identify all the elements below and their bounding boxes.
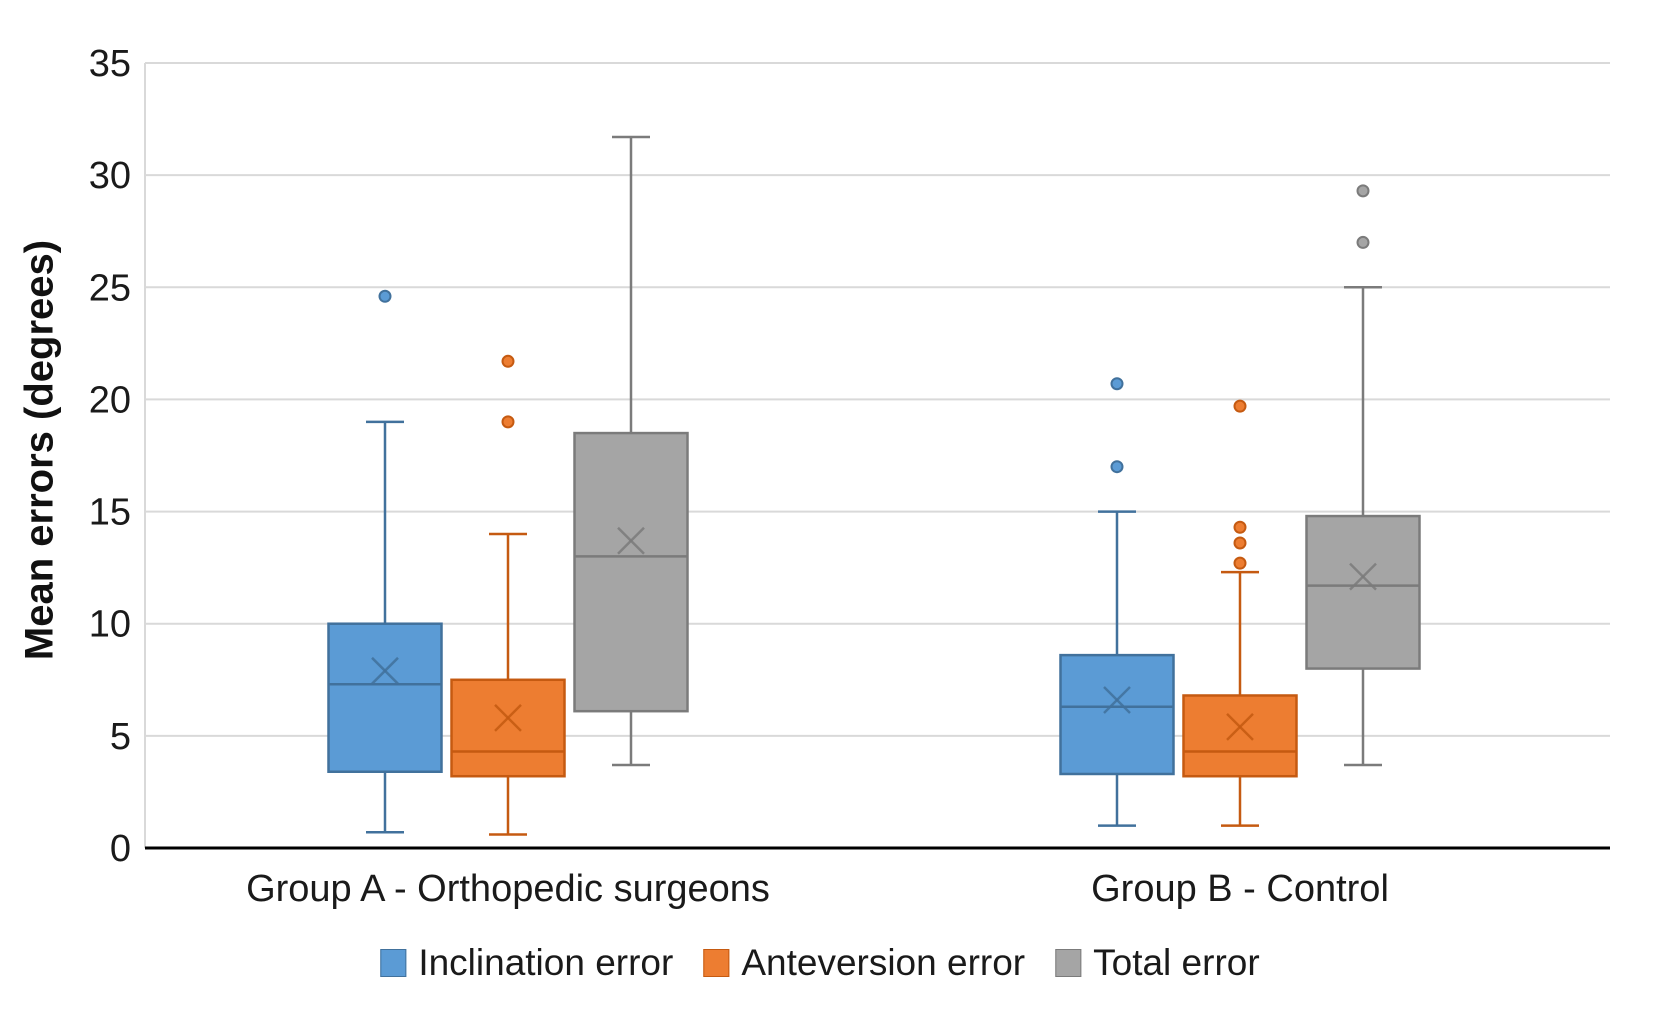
total-swatch-icon [1055,949,1082,977]
y-tick-label: 20 [89,379,131,421]
box [450,678,566,778]
legend-item-total: Total error [1055,942,1260,984]
box [573,431,689,713]
category-label-group-a: Group A - Orthopedic surgeons [246,868,770,910]
inclination-swatch-icon [380,949,407,977]
outlier-dot [1356,235,1370,249]
legend-item-anteversion: Anteversion error [703,942,1025,984]
outlier-dot [1110,460,1124,474]
y-tick-label: 15 [89,492,131,534]
outlier-dot [1233,520,1247,534]
outlier-dot [1110,377,1124,391]
y-tick-label: 30 [89,155,131,197]
outlier-dot [378,289,392,303]
mean-marker [494,704,522,732]
legend-item-inclination: Inclination error [380,942,673,984]
box [1305,514,1421,670]
mean-marker [1103,686,1131,714]
outlier-dot [1233,399,1247,413]
outlier-dot [501,354,515,368]
outlier-dot [1233,556,1247,570]
y-tick-label: 35 [89,43,131,85]
y-tick-label: 25 [89,267,131,309]
y-tick-label: 0 [110,828,131,870]
legend-label-total: Total error [1093,942,1260,983]
outlier-dot [501,415,515,429]
y-tick-label: 10 [89,604,131,646]
mean-marker [371,656,399,685]
anteversion-swatch-icon [703,949,730,977]
mean-marker [617,526,645,555]
outlier-dot [1233,536,1247,550]
legend: Inclination error Anteversion error Tota… [380,942,1260,984]
box [1182,694,1298,778]
mean-marker [1349,562,1377,591]
legend-label-anteversion: Anteversion error [741,942,1026,983]
y-tick-label: 5 [110,716,131,758]
legend-label-inclination: Inclination error [418,942,674,983]
category-label-group-b: Group B - Control [1091,868,1389,910]
mean-marker [1226,713,1254,741]
box [1059,653,1175,776]
outlier-dot [1356,184,1370,198]
box [327,622,443,773]
